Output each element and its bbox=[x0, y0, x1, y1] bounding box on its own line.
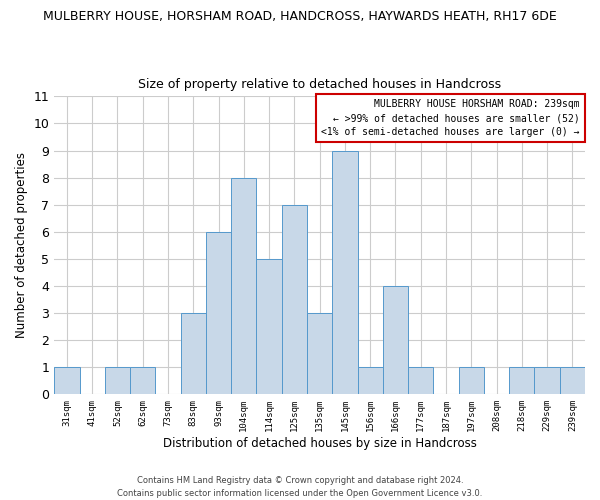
Bar bbox=[282, 204, 307, 394]
Bar bbox=[358, 367, 383, 394]
Title: Size of property relative to detached houses in Handcross: Size of property relative to detached ho… bbox=[138, 78, 501, 91]
Y-axis label: Number of detached properties: Number of detached properties bbox=[15, 152, 28, 338]
Bar bbox=[307, 313, 332, 394]
Bar bbox=[560, 367, 585, 394]
X-axis label: Distribution of detached houses by size in Handcross: Distribution of detached houses by size … bbox=[163, 437, 476, 450]
Bar bbox=[206, 232, 231, 394]
Bar bbox=[256, 259, 282, 394]
Text: MULBERRY HOUSE, HORSHAM ROAD, HANDCROSS, HAYWARDS HEATH, RH17 6DE: MULBERRY HOUSE, HORSHAM ROAD, HANDCROSS,… bbox=[43, 10, 557, 23]
Bar bbox=[181, 313, 206, 394]
Bar bbox=[509, 367, 535, 394]
Bar bbox=[231, 178, 256, 394]
Bar bbox=[458, 367, 484, 394]
Bar bbox=[408, 367, 433, 394]
Text: Contains HM Land Registry data © Crown copyright and database right 2024.
Contai: Contains HM Land Registry data © Crown c… bbox=[118, 476, 482, 498]
Text: MULBERRY HOUSE HORSHAM ROAD: 239sqm
← >99% of detached houses are smaller (52)
<: MULBERRY HOUSE HORSHAM ROAD: 239sqm ← >9… bbox=[321, 100, 580, 138]
Bar bbox=[105, 367, 130, 394]
Bar bbox=[383, 286, 408, 395]
Bar bbox=[130, 367, 155, 394]
Bar bbox=[535, 367, 560, 394]
Bar bbox=[332, 150, 358, 394]
Bar bbox=[54, 367, 80, 394]
